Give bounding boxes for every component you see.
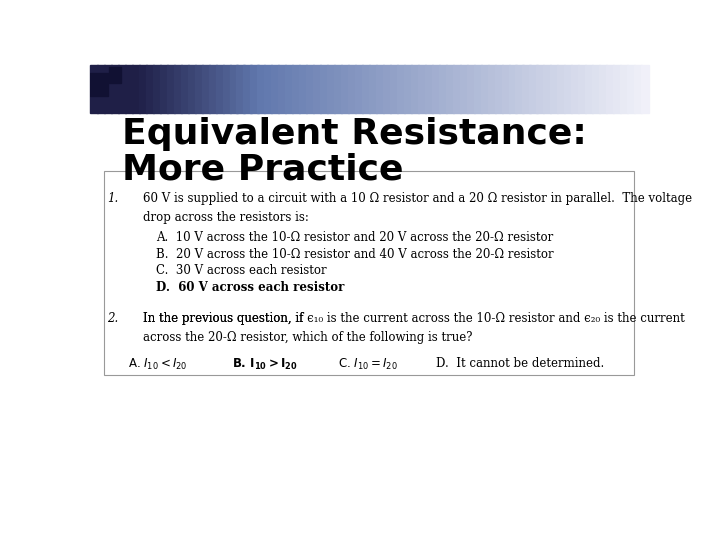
Bar (194, 65, 203, 113)
Bar (425, 65, 433, 113)
Bar (279, 65, 287, 113)
Bar (362, 65, 370, 113)
Bar (376, 65, 384, 113)
Bar (641, 65, 649, 113)
Bar (145, 65, 154, 113)
Text: A. $I_{10} < I_{20}$: A. $I_{10} < I_{20}$ (128, 357, 187, 372)
Bar (599, 65, 607, 113)
Text: 1.: 1. (107, 192, 118, 205)
Bar (215, 65, 224, 113)
Bar (258, 65, 266, 113)
Text: B.  20 V across the 10-Ω resistor and 40 V across the 20-Ω resistor: B. 20 V across the 10-Ω resistor and 40 … (156, 248, 554, 261)
Bar (139, 65, 147, 113)
Bar (313, 65, 321, 113)
Bar (467, 65, 474, 113)
Bar (264, 65, 272, 113)
Bar (222, 65, 230, 113)
Bar (390, 65, 398, 113)
Bar (404, 65, 412, 113)
Bar (411, 65, 419, 113)
Bar (90, 73, 108, 96)
Bar (188, 65, 196, 113)
Text: More Practice: More Practice (122, 152, 404, 186)
Text: B. $\mathbf{I_{10} > I_{20}}$: B. $\mathbf{I_{10} > I_{20}}$ (233, 357, 298, 372)
Bar (355, 65, 363, 113)
Bar (209, 65, 217, 113)
Bar (153, 65, 161, 113)
Bar (383, 65, 391, 113)
Bar (523, 65, 531, 113)
Bar (529, 65, 538, 113)
Text: In the previous question, if: In the previous question, if (143, 312, 307, 325)
Bar (181, 65, 189, 113)
Bar (593, 65, 600, 113)
Bar (334, 65, 342, 113)
Bar (132, 65, 140, 113)
Bar (474, 65, 482, 113)
Bar (167, 65, 175, 113)
Bar (285, 65, 293, 113)
Bar (557, 65, 565, 113)
Bar (564, 65, 572, 113)
Text: D.  60 V across each resistor: D. 60 V across each resistor (156, 281, 344, 294)
Text: C. $I_{10} = I_{20}$: C. $I_{10} = I_{20}$ (338, 357, 398, 372)
Bar (613, 65, 621, 113)
Bar (578, 65, 586, 113)
Bar (459, 65, 468, 113)
Bar (97, 65, 105, 113)
Bar (202, 65, 210, 113)
Text: In the previous question, if ϵ₁₀ is the current across the 10-Ω resistor and ϵ₂₀: In the previous question, if ϵ₁₀ is the … (143, 312, 685, 344)
Bar (508, 65, 516, 113)
Bar (544, 65, 552, 113)
Bar (320, 65, 328, 113)
Bar (369, 65, 377, 113)
Bar (446, 65, 454, 113)
Bar (348, 65, 356, 113)
Bar (536, 65, 544, 113)
Bar (90, 65, 98, 113)
Bar (634, 65, 642, 113)
Bar (620, 65, 628, 113)
Bar (571, 65, 580, 113)
Bar (111, 65, 119, 113)
Bar (481, 65, 489, 113)
Bar (516, 65, 523, 113)
Bar (495, 65, 503, 113)
Bar (453, 65, 461, 113)
Bar (418, 65, 426, 113)
Bar (243, 65, 251, 113)
Bar (502, 65, 510, 113)
Text: 60 V is supplied to a circuit with a 10 Ω resistor and a 20 Ω resistor in parall: 60 V is supplied to a circuit with a 10 … (143, 192, 692, 224)
Bar (251, 65, 258, 113)
Bar (109, 67, 121, 83)
Text: A.  10 V across the 10-Ω resistor and 20 V across the 20-Ω resistor: A. 10 V across the 10-Ω resistor and 20 … (156, 231, 553, 244)
Bar (104, 171, 634, 375)
Text: C.  30 V across each resistor: C. 30 V across each resistor (156, 265, 326, 278)
Bar (341, 65, 349, 113)
Bar (306, 65, 315, 113)
Bar (438, 65, 447, 113)
Bar (125, 65, 133, 113)
Bar (160, 65, 168, 113)
Bar (585, 65, 593, 113)
Bar (271, 65, 279, 113)
Bar (432, 65, 440, 113)
Bar (104, 65, 112, 113)
Bar (487, 65, 495, 113)
Bar (397, 65, 405, 113)
Bar (236, 65, 245, 113)
Text: D.  It cannot be determined.: D. It cannot be determined. (436, 357, 604, 370)
Bar (327, 65, 336, 113)
Bar (230, 65, 238, 113)
Bar (292, 65, 300, 113)
Bar (174, 65, 181, 113)
Text: 2.: 2. (107, 312, 118, 325)
Bar (550, 65, 559, 113)
Bar (118, 65, 126, 113)
Bar (627, 65, 635, 113)
Bar (606, 65, 614, 113)
Text: Equivalent Resistance:: Equivalent Resistance: (122, 117, 587, 151)
Bar (300, 65, 307, 113)
